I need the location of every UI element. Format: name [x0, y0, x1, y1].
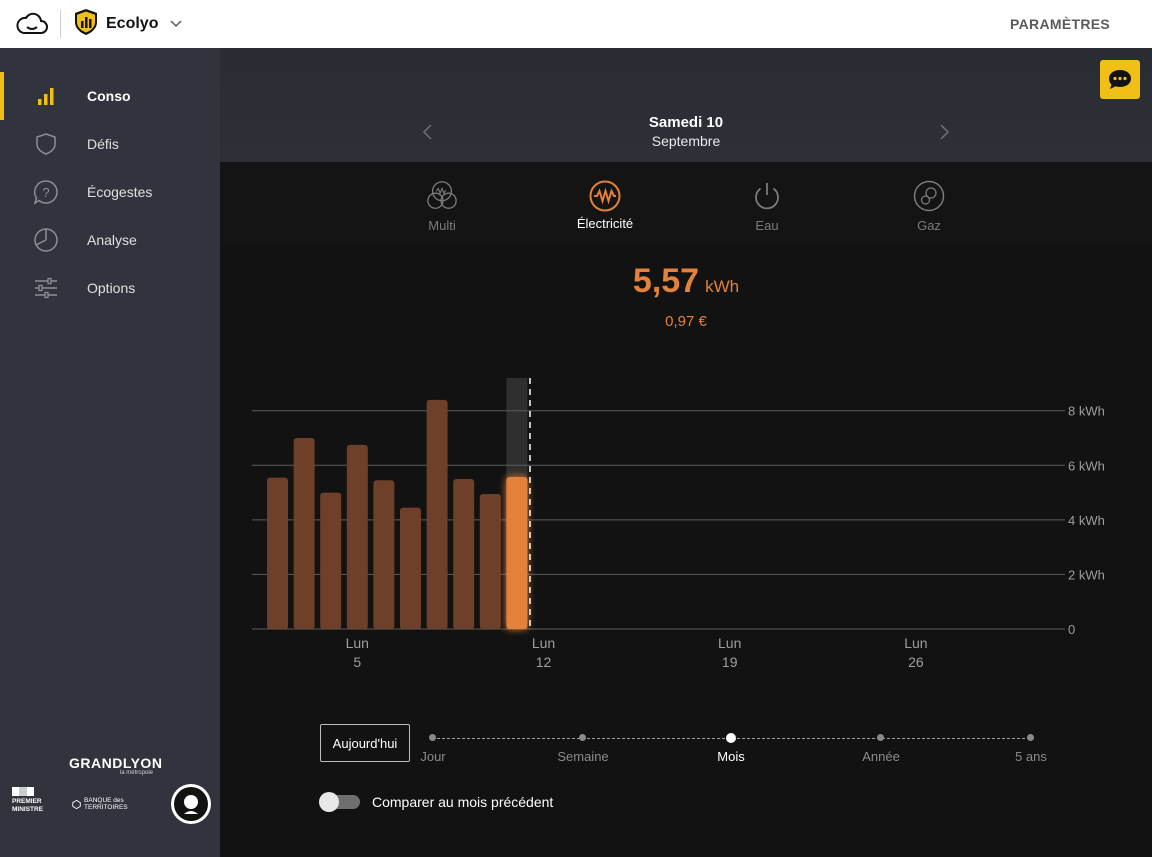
- grandlyon-logo: GRANDLYON la métropole: [69, 755, 163, 777]
- y-tick-label: 8 kWh: [1068, 404, 1105, 419]
- sidebar-item-options[interactable]: Options: [0, 264, 220, 312]
- x-tick-day-name: Lun: [532, 635, 555, 651]
- tab-label: Eau: [755, 218, 779, 233]
- timestep-label: 5 ans: [1015, 749, 1047, 764]
- cloud-icon[interactable]: [15, 10, 49, 38]
- ecolyo-shield-icon: [74, 8, 98, 41]
- investir-avenir-logo: [171, 784, 211, 824]
- tab-multi[interactable]: Multi: [392, 180, 492, 242]
- selected-day: Samedi 10: [648, 114, 724, 131]
- tab-gaz[interactable]: Gaz: [879, 180, 979, 242]
- bar[interactable]: [400, 507, 421, 629]
- banque-territoires-text: BANQUE des TERRITOIRES: [84, 797, 128, 811]
- y-tick-label: 6 kWh: [1068, 458, 1105, 473]
- main-content: Samedi 10 Septembre Multi Électricité Ea…: [220, 48, 1152, 857]
- timestep-dot: [726, 733, 736, 743]
- power-icon: [755, 183, 779, 210]
- y-tick-label: 4 kWh: [1068, 513, 1105, 528]
- premier-ministre-text: PREMIER MINISTRE: [12, 798, 44, 813]
- bar[interactable]: [426, 399, 448, 629]
- compare-toggle-row: Comparer au mois précédent: [319, 792, 554, 812]
- x-tick-day-number: 5: [353, 654, 361, 670]
- bar[interactable]: [320, 492, 342, 629]
- x-tick-day-number: 12: [536, 654, 552, 670]
- selected-month: Septembre: [651, 133, 721, 149]
- sliders-icon: [33, 275, 59, 301]
- timestep-dot: [877, 734, 884, 741]
- selected-bar[interactable]: [506, 477, 528, 629]
- timestep-label: Année: [862, 749, 900, 764]
- sidebar-item-analyse[interactable]: Analyse: [0, 216, 220, 264]
- timestep-label: Mois: [717, 749, 745, 764]
- premier-ministre-logo: PREMIER MINISTRE: [12, 787, 52, 814]
- previous-period-button[interactable]: [420, 124, 436, 140]
- sidebar: Conso Défis ? Écogestes Analyse Options …: [0, 48, 220, 857]
- sidebar-item-label: Défis: [87, 136, 119, 152]
- chevron-right-icon: [940, 124, 950, 140]
- timestep-label: Semaine: [557, 749, 609, 764]
- grandlyon-subtitle: la métropole: [119, 770, 153, 776]
- tab-electricite[interactable]: Électricité: [555, 180, 655, 242]
- sidebar-item-defis[interactable]: Défis: [0, 120, 220, 168]
- tab-label: Électricité: [576, 216, 634, 231]
- banque-territoires-logo: BANQUE des TERRITOIRES: [72, 796, 148, 812]
- sidebar-item-ecogestes[interactable]: ? Écogestes: [0, 168, 220, 216]
- sidebar-item-label: Conso: [87, 88, 131, 104]
- consumption-number: 5,57: [632, 262, 700, 300]
- x-tick-day-number: 19: [722, 654, 738, 670]
- timestep-dot: [429, 734, 436, 741]
- next-period-button[interactable]: [936, 124, 952, 140]
- timestep-dot: [1027, 734, 1034, 741]
- bar[interactable]: [479, 493, 501, 629]
- pie-chart-icon: [33, 227, 59, 253]
- date-navigator: Samedi 10 Septembre: [220, 48, 1152, 162]
- topbar-divider: [60, 10, 61, 38]
- chat-bubble-icon: [1109, 69, 1131, 89]
- compare-toggle[interactable]: [319, 792, 360, 812]
- timestep-dot: [579, 734, 586, 741]
- app-switcher[interactable]: Ecolyo: [74, 8, 182, 41]
- chevron-down-icon: [170, 15, 182, 33]
- x-tick-day-name: Lun: [346, 635, 369, 651]
- y-tick-label: 0: [1068, 622, 1075, 637]
- bar[interactable]: [346, 444, 368, 629]
- fluid-tabs: Multi Électricité Eau Gaz: [220, 162, 1152, 246]
- x-tick-day-name: Lun: [904, 635, 927, 651]
- question-bubble-icon: ?: [33, 179, 59, 205]
- settings-link[interactable]: PARAMÈTRES: [1010, 16, 1110, 32]
- sidebar-item-label: Analyse: [87, 232, 137, 248]
- compare-label: Comparer au mois précédent: [372, 794, 554, 810]
- timestep-label: Jour: [420, 749, 446, 764]
- x-tick-day-number: 26: [908, 654, 924, 670]
- bar[interactable]: [453, 478, 475, 629]
- multi-fluid-icon: [427, 181, 457, 209]
- today-button[interactable]: Aujourd'hui: [320, 724, 410, 762]
- gas-icon: [913, 180, 945, 212]
- consumption-unit: kWh: [705, 277, 740, 296]
- y-tick-label: 2 kWh: [1068, 567, 1105, 582]
- electricity-icon: [589, 180, 621, 212]
- shield-icon: [33, 131, 59, 157]
- bar[interactable]: [373, 480, 395, 629]
- tab-label: Multi: [428, 218, 456, 233]
- toggle-knob: [319, 792, 339, 812]
- tab-label: Gaz: [917, 218, 941, 233]
- bar-chart-icon: [33, 83, 59, 109]
- sidebar-item-conso[interactable]: Conso: [0, 72, 220, 120]
- consumption-price: 0,97 €: [665, 313, 707, 330]
- sidebar-item-label: Options: [87, 280, 136, 296]
- x-tick-day-name: Lun: [718, 635, 741, 651]
- app-name: Ecolyo: [106, 15, 159, 32]
- bar[interactable]: [293, 438, 315, 629]
- consumption-chart: 8 kWh 6 kWh 4 kWh 2 kWh 0 Lun 5 Lun 12 Lun 19 Lun 26: [252, 378, 1105, 670]
- svg-text:?: ?: [42, 185, 49, 200]
- feedback-button[interactable]: [1100, 60, 1140, 99]
- top-bar: Ecolyo PARAMÈTRES: [0, 0, 1152, 48]
- consumption-value: 5,57 kWh: [220, 262, 1152, 301]
- tab-eau[interactable]: Eau: [717, 180, 817, 242]
- bar[interactable]: [267, 477, 288, 629]
- sidebar-item-label: Écogestes: [87, 184, 153, 200]
- chevron-left-icon: [422, 124, 432, 140]
- grandlyon-title: GRANDLYON: [69, 755, 163, 771]
